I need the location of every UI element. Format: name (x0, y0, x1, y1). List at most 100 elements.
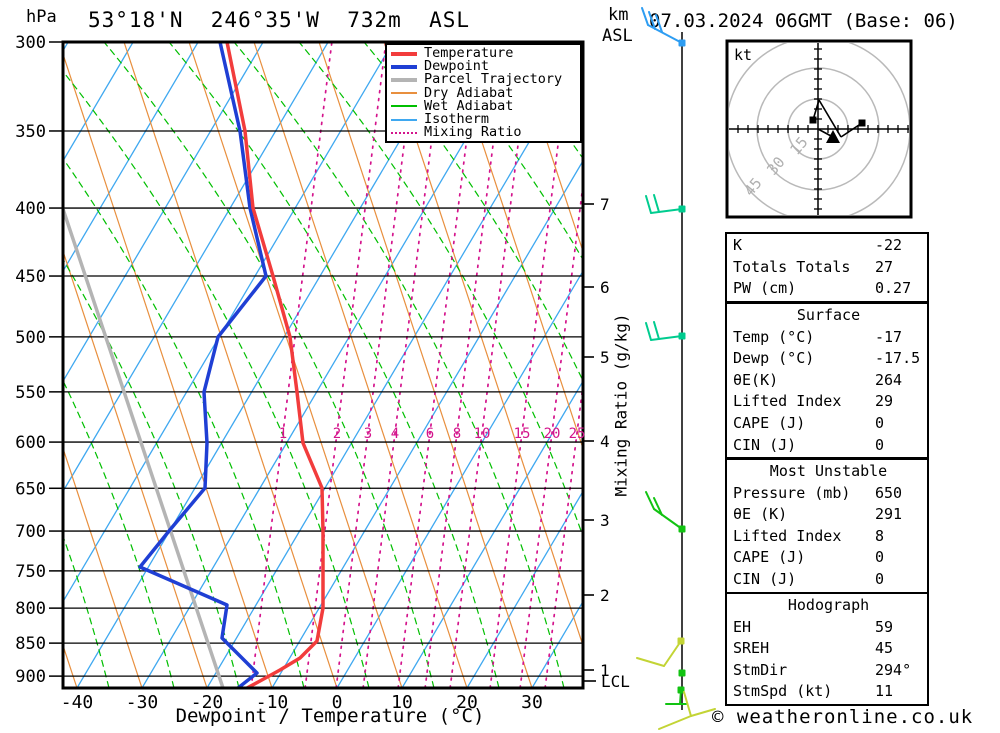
table-row: Pressure (mb) 650 (733, 483, 924, 505)
plot-border (61, 40, 585, 690)
valid-datetime: 07.03.2024 06GMT (Base: 06) (649, 10, 958, 32)
table-row-label: CAPE (J) (733, 548, 806, 567)
wind-barb-line (641, 7, 649, 26)
table-row-label: Lifted Index (733, 392, 842, 411)
km-axis-unit: km (608, 5, 629, 25)
isotherm-line (271, 161, 582, 687)
table-row: Lifted Index 8 (733, 526, 924, 548)
legend-item-label: Mixing Ratio (424, 124, 522, 141)
legend-swatch-thick (391, 51, 417, 56)
isotherm-line (64, 43, 199, 271)
wet-adiabat-line (64, 381, 175, 687)
temp-tick-label: -40 (61, 692, 94, 713)
legend-swatch-dotted (391, 131, 417, 134)
isotherm-line (64, 43, 394, 602)
table-row: CAPE (J) 0 (733, 413, 924, 435)
asl-axis-unit: ASL (602, 26, 633, 46)
hodograph-unit-label: kt (734, 46, 753, 64)
table-row-value: 0 (875, 569, 885, 588)
table-row-value: 0 (875, 413, 885, 432)
legend-item-parcel-trajectory: Parcel Trajectory (391, 73, 580, 86)
legend-swatch-thick (391, 64, 417, 69)
isotherm-line (0, 42, 3, 688)
hodograph-dot-marker (858, 119, 866, 127)
table-row: CIN (J) 0 (733, 569, 924, 591)
sounding-curves (64, 43, 325, 687)
wet-adiabat-line (169, 43, 500, 687)
hodograph-ring-label: 30 (763, 153, 788, 178)
mixing-ratio-label: 4 (391, 426, 399, 442)
legend-swatch-thick (391, 77, 417, 82)
temp-tick-label: 30 (521, 692, 543, 713)
legend-item-label: Isotherm (424, 111, 490, 128)
table-surface: Surface Temp (°C) -17 Dewp (°C) -17.5 θE(K) 26… (725, 302, 929, 460)
table-row-value: 27 (875, 257, 894, 276)
isotherm-line (466, 491, 582, 687)
mixing-ratio-label: 8 (453, 426, 461, 442)
table-row-value: 294° (875, 660, 912, 679)
pressure-tick-label: 500 (15, 328, 46, 348)
dry-adiabat-line (578, 43, 582, 54)
table-row-value: 650 (875, 483, 903, 502)
mixing-ratio-label: 3 (364, 426, 372, 442)
table-row-value: 0.27 (875, 279, 912, 298)
wind-barb-line (683, 691, 692, 717)
table-row: θE(K) 264 (733, 370, 924, 392)
dewpoint-curve (138, 43, 268, 687)
legend-item-wet-adiabat: Wet Adiabat (391, 99, 580, 113)
table-row-value: -17.5 (875, 349, 921, 368)
mixing-ratio-label: 2 (333, 426, 341, 442)
pressure-tick-label: 850 (15, 634, 46, 654)
km-tick-label: 7 (600, 195, 610, 214)
pressure-tick-label: 300 (15, 33, 46, 53)
mixing-ratio-label: 10 (474, 426, 491, 442)
hodograph-trace-segment (817, 128, 832, 137)
table-row: Totals Totals 27 (733, 257, 924, 279)
table-row: θE (K) 291 (733, 504, 924, 526)
hodograph-ring-label: 15 (786, 133, 811, 158)
legend-item-label: Temperature (424, 45, 514, 62)
isotherm-line (141, 43, 524, 687)
wet-adiabat-line (64, 71, 370, 687)
table-row-value: -22 (875, 236, 903, 254)
table-row-value: 45 (875, 639, 894, 658)
legend-swatch-thin (391, 92, 417, 95)
dry-adiabat-line (513, 43, 582, 251)
legend-swatch-thin (391, 118, 417, 121)
parcel-trajectory-curve (64, 207, 225, 687)
mixing-ratio-label: 6 (426, 426, 434, 442)
table-indices: K -22 Totals Totals 27 PW (cm) 0.27 (725, 232, 929, 303)
table-row-label: Pressure (mb) (733, 483, 851, 502)
table-row-label: StmSpd (kt) (733, 682, 833, 701)
pressure-tick-label: 800 (15, 599, 46, 619)
table-row-value: 29 (875, 392, 894, 411)
wind-barb-line (645, 195, 652, 214)
wind-barb-line (648, 11, 656, 30)
legend-item-temperature: Temperature (391, 45, 580, 62)
wind-barb-line (653, 497, 663, 516)
table-row-label: Totals Totals (733, 257, 851, 276)
wet-adiabat-line (64, 260, 240, 687)
wind-barb-line (650, 208, 683, 214)
wind-barb-dot (678, 669, 686, 677)
table-header: Most Unstable (769, 462, 888, 480)
wind-barb-line (647, 24, 683, 44)
pressure-tick-label: 750 (15, 562, 46, 582)
table-row: Lifted Index 29 (733, 391, 924, 413)
temp-tick-label: -30 (126, 692, 159, 713)
table-row: SREH 45 (733, 638, 924, 660)
km-tick-label: 1 (600, 661, 610, 680)
table-row-label: θE(K) (733, 370, 779, 389)
km-tick-label: 3 (600, 511, 610, 530)
legend-item-dry-adiabat: Dry Adiabat (391, 86, 580, 100)
isotherm-line (64, 43, 134, 161)
table-row-value: 0 (875, 435, 885, 454)
hodograph-storm-marker (826, 130, 840, 143)
isotherm-line (401, 381, 582, 687)
temp-tick-label: -10 (256, 692, 289, 713)
legend-item-dewpoint: Dewpoint (391, 60, 580, 73)
hodograph-border (725, 39, 913, 219)
hodograph-trace-segment (818, 99, 842, 138)
km-tick-label: 6 (600, 278, 610, 297)
